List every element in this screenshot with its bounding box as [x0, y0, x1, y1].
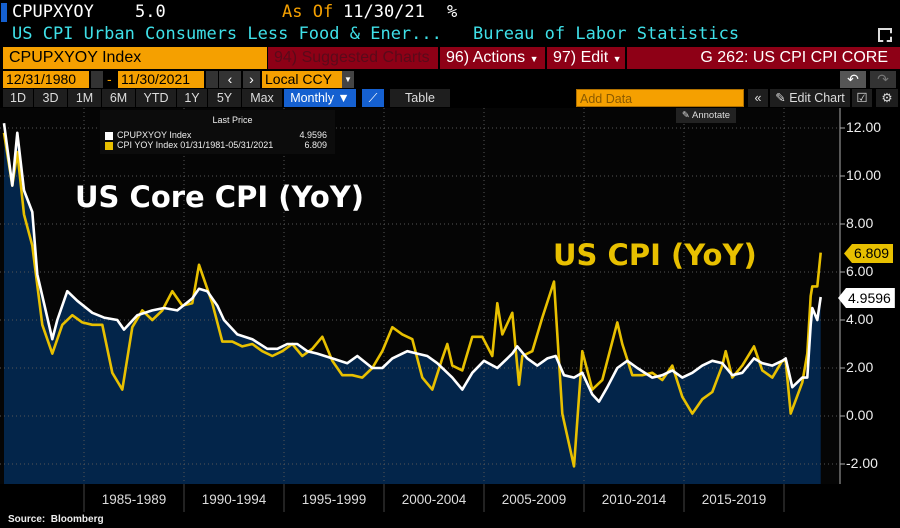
checkbox-edit-icon[interactable]: ☑ [852, 89, 872, 107]
redo-icon[interactable]: ↷ [870, 71, 896, 88]
last-price-tag-cpi: 6.809 [844, 244, 894, 263]
add-data-input[interactable]: Add Data [576, 89, 744, 107]
legend-header: Last Price [212, 115, 253, 125]
next-button[interactable]: › [243, 71, 260, 88]
unit: % [447, 2, 458, 22]
x-tick-label: 2000-2004 [401, 492, 467, 507]
x-tick-label: 2015-2019 [701, 492, 767, 507]
data-source: Bureau of Labor Statistics [473, 24, 740, 44]
period-button-1d[interactable]: 1D [3, 89, 33, 107]
caret-down-icon: ▼ [529, 54, 539, 64]
line-chart-icon[interactable]: ⟋ [362, 89, 384, 107]
ticker-marker [1, 3, 7, 22]
pencil-icon: ✎ [775, 91, 786, 105]
period-button-max[interactable]: Max [242, 89, 282, 107]
annotate-label: Annotate [692, 110, 731, 121]
frequency-select[interactable]: Monthly ▼ [284, 89, 356, 107]
edit-chart-button[interactable]: ✎ Edit Chart [770, 89, 850, 107]
suggested-charts-button[interactable]: 94) Suggested Charts [268, 47, 438, 69]
source-footer: Source: Bloomberg [8, 514, 104, 525]
x-tick-label: 1985-1989 [101, 492, 167, 507]
ticker-value: 5.0 [135, 2, 166, 22]
gear-icon[interactable]: ⚙ [876, 89, 898, 107]
legend-value: 6.809 [304, 140, 327, 150]
core-series-line [2, 123, 822, 403]
security-field[interactable]: CPUPXYOY Index [3, 47, 267, 69]
period-button-6m[interactable]: 6M [102, 89, 135, 107]
end-date-input[interactable]: 11/30/2021 [118, 71, 204, 88]
legend-swatch [105, 132, 113, 140]
popout-icon[interactable] [878, 28, 892, 42]
currency-select[interactable]: Local CCY [262, 71, 342, 88]
y-tick-label: 0.00 [846, 407, 874, 423]
legend-label: CPUPXYOY Index [117, 130, 192, 140]
collapse-icon[interactable]: « [748, 89, 768, 107]
actions-label: 96) Actions [446, 49, 526, 66]
y-tick-label: -2.00 [846, 455, 878, 471]
period-button-3d[interactable]: 3D [34, 89, 67, 107]
last-price-tag-core: 4.9596 [838, 288, 895, 308]
legend: Last Price CPUPXYOY Index 4.9596 CPI YOY … [100, 110, 335, 154]
x-tick-label: 1995-1999 [301, 492, 367, 507]
legend-swatch [105, 142, 113, 150]
chart-name: G 262: US CPI CPI CORE [627, 47, 900, 69]
calendar-icon[interactable] [206, 71, 218, 88]
period-button-1y[interactable]: 1Y [177, 89, 207, 107]
x-tick-label: 1990-1994 [201, 492, 267, 507]
headline-cpi-annotation: US CPI (YoY) [553, 238, 757, 272]
y-tick-label: 10.00 [846, 167, 882, 183]
actions-menu[interactable]: 96) Actions ▼ [440, 47, 545, 69]
as-of-label: As Of [282, 2, 334, 22]
prev-button[interactable]: ‹ [219, 71, 241, 88]
edit-label: 97) Edit [553, 49, 609, 66]
legend-item: CPI YOY Index 01/31/1981-05/31/2021 6.809 [100, 140, 335, 150]
undo-icon[interactable]: ↶ [840, 71, 866, 88]
caret-down-icon: ▼ [612, 54, 622, 64]
annotate-button[interactable]: ✎ Annotate [676, 108, 736, 123]
security-description: US CPI Urban Consumers Less Food & Ener.… [12, 24, 442, 44]
edit-chart-label: Edit Chart [789, 91, 845, 105]
edit-menu[interactable]: 97) Edit ▼ [547, 47, 625, 69]
core-area-fill [4, 123, 821, 484]
x-tick-label: 2010-2014 [601, 492, 667, 507]
x-tick-label: 2005-2009 [501, 492, 567, 507]
y-tick-label: 6.00 [846, 263, 874, 279]
y-tick-label: 2.00 [846, 359, 874, 375]
period-button-ytd[interactable]: YTD [136, 89, 176, 107]
y-tick-label: 12.00 [846, 119, 882, 135]
calendar-icon[interactable] [91, 71, 103, 88]
legend-value: 4.9596 [299, 130, 327, 140]
ticker: CPUPXYOY [12, 2, 94, 22]
caret-down-icon[interactable]: ▼ [342, 71, 354, 88]
core-cpi-annotation: US Core CPI (YoY) [75, 180, 364, 214]
start-date-input[interactable]: 12/31/1980 [3, 71, 89, 88]
y-tick-label: 4.00 [846, 311, 874, 327]
legend-label: CPI YOY Index 01/31/1981-05/31/2021 [117, 140, 274, 150]
as-of-date: 11/30/21 [343, 2, 425, 22]
y-tick-label: 8.00 [846, 215, 874, 231]
legend-item: CPUPXYOY Index 4.9596 [100, 128, 335, 140]
range-separator: - [107, 71, 112, 87]
table-button[interactable]: Table [390, 89, 450, 107]
pencil-icon: ✎ [681, 110, 690, 121]
period-button-5y[interactable]: 5Y [208, 89, 241, 107]
period-button-1m[interactable]: 1M [68, 89, 101, 107]
